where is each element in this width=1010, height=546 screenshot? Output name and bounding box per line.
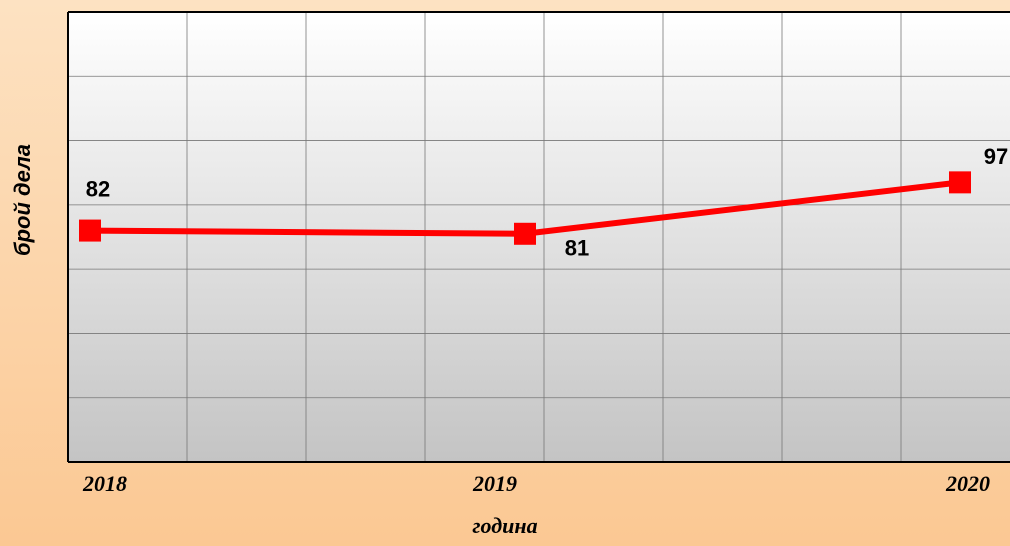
data-label: 82: [86, 176, 110, 201]
marker: [514, 222, 536, 245]
x-axis-label: година: [472, 513, 537, 538]
vertical-grid: [186, 12, 902, 462]
data-label: 81: [565, 236, 589, 261]
plot-area: [68, 12, 1010, 462]
x-tick-label: 2019: [472, 471, 517, 496]
y-axis-label: брой дела: [10, 144, 35, 256]
x-tick-label: 2020: [945, 471, 990, 496]
data-label: 97: [984, 144, 1008, 169]
marker: [79, 219, 101, 242]
x-tick-label: 2018: [82, 471, 127, 496]
marker: [949, 171, 971, 194]
